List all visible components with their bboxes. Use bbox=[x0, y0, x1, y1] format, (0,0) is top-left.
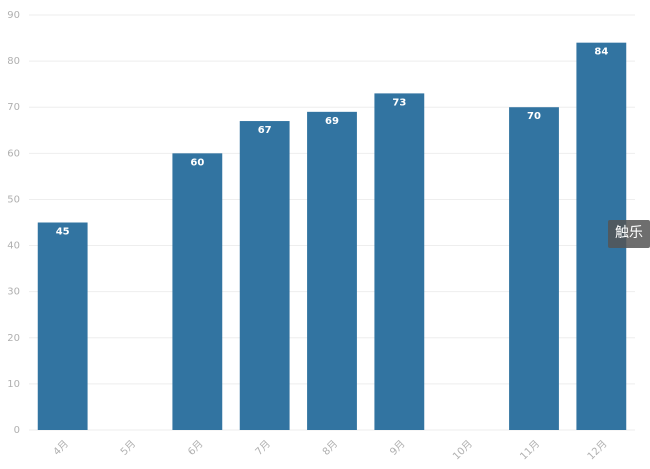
y-tick-label: 90 bbox=[7, 10, 20, 21]
value-label: 84 bbox=[594, 47, 608, 58]
x-tick-label: 8月 bbox=[320, 438, 340, 458]
x-tick-label: 11月 bbox=[518, 438, 543, 463]
x-tick-label: 4月 bbox=[51, 438, 71, 458]
x-tick-label: 7月 bbox=[253, 438, 273, 458]
watermark-box bbox=[608, 220, 650, 248]
watermark: 触乐 bbox=[615, 225, 643, 241]
x-tick-label: 10月 bbox=[450, 438, 475, 463]
x-tick-label: 9月 bbox=[388, 438, 408, 458]
bar bbox=[374, 93, 425, 430]
x-tick-label: 5月 bbox=[118, 438, 138, 458]
value-label: 67 bbox=[258, 125, 272, 136]
x-tick-label: 12月 bbox=[585, 438, 610, 463]
y-tick-label: 60 bbox=[7, 148, 20, 159]
x-tick-label: 6月 bbox=[186, 438, 206, 458]
value-label: 45 bbox=[56, 227, 70, 238]
y-tick-label: 40 bbox=[7, 241, 20, 252]
bar bbox=[172, 153, 223, 431]
y-tick-label: 50 bbox=[7, 194, 20, 205]
y-tick-label: 10 bbox=[7, 379, 20, 390]
bar bbox=[37, 222, 88, 430]
y-tick-label: 80 bbox=[7, 56, 20, 67]
value-label: 69 bbox=[325, 116, 339, 127]
y-tick-label: 20 bbox=[7, 333, 20, 344]
bar bbox=[509, 107, 559, 430]
value-label: 70 bbox=[527, 111, 541, 122]
bar bbox=[239, 121, 290, 431]
y-tick-label: 70 bbox=[7, 102, 20, 113]
value-label: 73 bbox=[392, 97, 406, 108]
bar bbox=[307, 111, 357, 430]
y-tick-label: 0 bbox=[14, 425, 20, 436]
y-tick-label: 30 bbox=[7, 287, 20, 298]
value-label: 60 bbox=[190, 157, 204, 168]
